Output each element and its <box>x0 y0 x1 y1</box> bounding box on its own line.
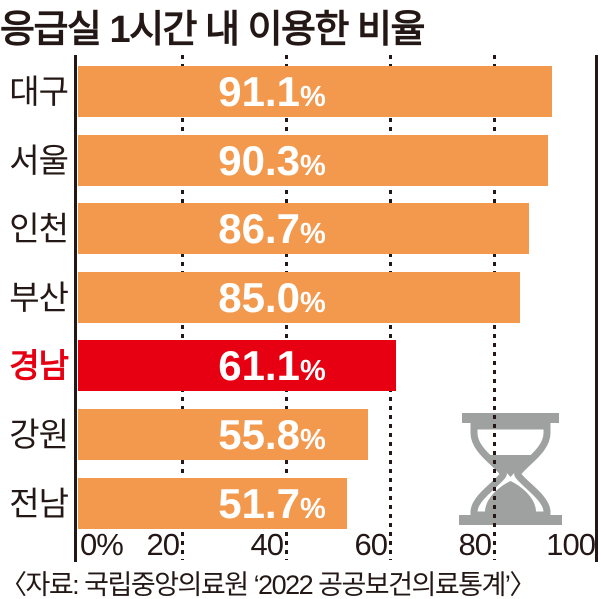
bar-row-label: 대구 <box>9 73 69 110</box>
right-border-line <box>595 55 598 562</box>
hourglass-lower-sand <box>485 481 536 512</box>
hourglass-upper-sand <box>490 455 531 477</box>
bar <box>78 409 369 460</box>
bar-value-percent-sign: % <box>299 355 326 388</box>
bar-row-label: 강원 <box>9 416 69 453</box>
x-tick-label: 80 <box>458 527 492 562</box>
bar-value-number: 85.0 <box>218 273 300 321</box>
bar-value-number: 86.7 <box>218 205 300 253</box>
bar-value-number: 91.1 <box>218 68 300 115</box>
x-tick-label: 0% <box>80 527 124 562</box>
bar-row-label: 부산 <box>9 278 69 316</box>
bar-value-number: 61.1 <box>218 342 300 390</box>
bar-value-label: 91.1% <box>78 66 466 123</box>
bar-value-label: 86.7% <box>78 203 466 260</box>
chart-title: 응급실 1시간 내 이용한 비율 <box>0 9 425 51</box>
hourglass-glass-outline <box>470 422 551 519</box>
bar-value-label: 85.0% <box>78 272 466 329</box>
bar-row-label: 전남 <box>9 484 69 522</box>
source-note: 〈자료: 국립중앙의료원 ‘2022 공공보건의료통계’〉 <box>0 570 536 599</box>
bar-value-percent-sign: % <box>299 286 326 319</box>
bar-value-number: 51.7 <box>218 479 300 527</box>
bar-row-label: 인천 <box>9 210 69 248</box>
bar-row-label: 서울 <box>9 141 69 179</box>
bar <box>78 134 548 186</box>
bar-value-number: 90.3 <box>218 136 300 184</box>
bar-value-percent-sign: % <box>299 424 326 456</box>
x-tick-label: 40 <box>250 527 284 562</box>
bar-row-label: 경남 <box>9 347 69 385</box>
bar-value-label: 51.7% <box>78 478 466 535</box>
bar <box>78 340 396 392</box>
bar-value-percent-sign: % <box>299 492 326 525</box>
x-tick-label: 60 <box>354 527 388 562</box>
y-axis-line <box>74 55 77 562</box>
x-tick-label: 100 <box>546 527 596 562</box>
bar-value-number: 55.8 <box>218 411 300 458</box>
bar-value-label: 55.8% <box>78 409 466 466</box>
bar-value-label: 90.3% <box>78 135 466 192</box>
x-tick-label: 20 <box>146 527 180 562</box>
bar <box>78 203 529 255</box>
hourglass-bottom-bar <box>459 515 562 525</box>
bar <box>78 271 520 323</box>
bar <box>78 66 552 117</box>
bar-value-label: 61.1% <box>78 340 466 397</box>
bar-value-percent-sign: % <box>299 149 326 182</box>
bar <box>78 477 347 529</box>
bar-value-percent-sign: % <box>299 81 326 113</box>
hourglass-top-bar <box>462 413 559 423</box>
bar-value-percent-sign: % <box>299 218 326 251</box>
hourglass-icon <box>458 412 563 526</box>
